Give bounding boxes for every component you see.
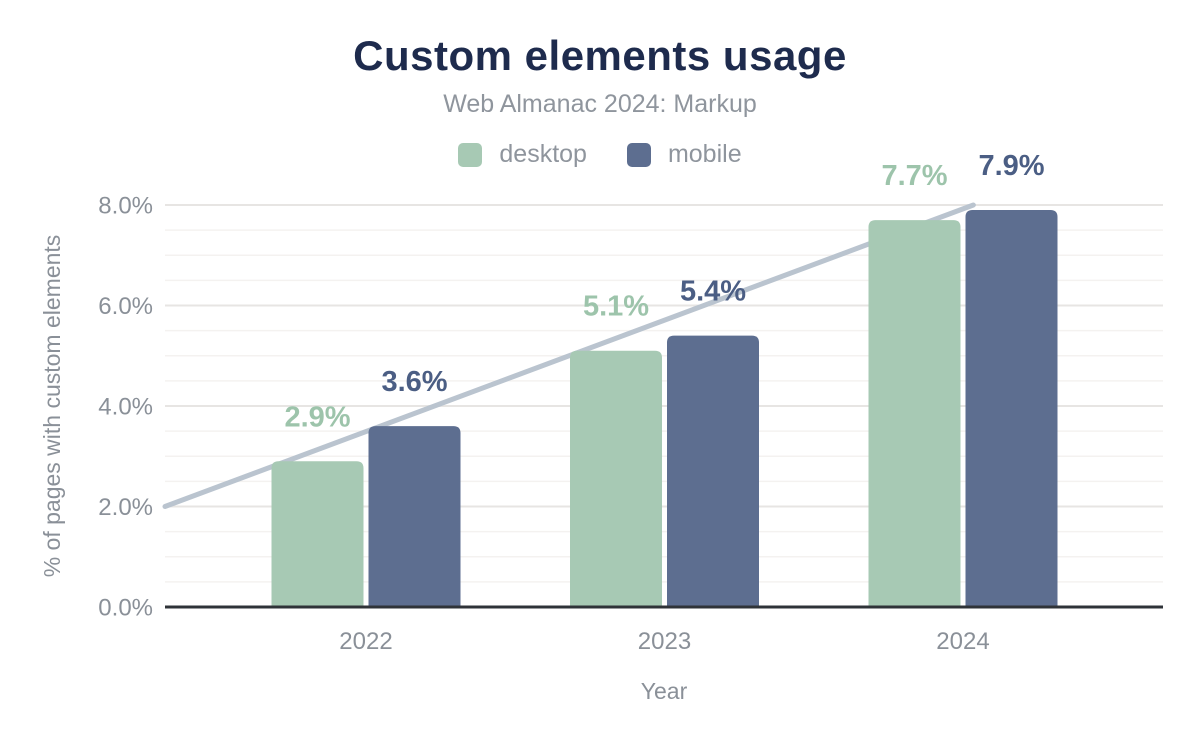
x-tick-labels: 2022 2023 2024	[339, 628, 989, 655]
y-tick-label: 8.0%	[98, 193, 153, 220]
legend-swatch-mobile	[626, 142, 651, 167]
legend: desktop mobile	[0, 140, 1200, 169]
bar-mobile-2022	[368, 426, 461, 607]
bar-mobile-2023	[667, 335, 759, 607]
y-tick-label: 4.0%	[98, 394, 153, 421]
y-tick-labels: 0.0% 2.0% 4.0% 6.0% 8.0%	[98, 193, 153, 622]
chart-title: Custom elements usage	[353, 32, 847, 79]
value-label-mobile-2022: 3.6%	[381, 366, 447, 398]
trend-line	[162, 202, 976, 509]
bar-mobile-2024	[965, 210, 1058, 607]
legend-label-desktop: desktop	[499, 140, 587, 168]
bar-desktop-2022	[271, 461, 364, 607]
value-labels: 2.9% 3.6% 5.1% 5.4% 7.7% 7.9%	[284, 150, 1044, 433]
value-label-mobile-2024: 7.9%	[978, 150, 1044, 182]
bar-desktop-2023	[570, 350, 662, 607]
x-tick-label: 2024	[936, 628, 989, 655]
bar-desktop-2024	[868, 220, 961, 607]
x-tick-label: 2023	[638, 628, 691, 655]
value-label-mobile-2023: 5.4%	[680, 276, 746, 308]
y-tick-label: 2.0%	[98, 494, 153, 521]
chart-subtitle: Web Almanac 2024: Markup	[443, 90, 757, 118]
legend-item-mobile: mobile	[626, 140, 742, 169]
value-label-desktop-2022: 2.9%	[284, 401, 350, 433]
bars	[271, 210, 1058, 607]
x-axis-title: Year	[641, 678, 688, 704]
y-axis-title: % of pages with custom elements	[39, 235, 65, 578]
y-tick-label: 6.0%	[98, 293, 153, 320]
legend-item-desktop: desktop	[458, 140, 587, 169]
legend-swatch-desktop	[458, 142, 483, 167]
y-tick-label: 0.0%	[98, 595, 153, 622]
legend-label-mobile: mobile	[667, 140, 742, 168]
value-label-desktop-2024: 7.7%	[881, 160, 947, 192]
value-label-desktop-2023: 5.1%	[583, 291, 649, 323]
x-tick-label: 2022	[339, 628, 392, 655]
